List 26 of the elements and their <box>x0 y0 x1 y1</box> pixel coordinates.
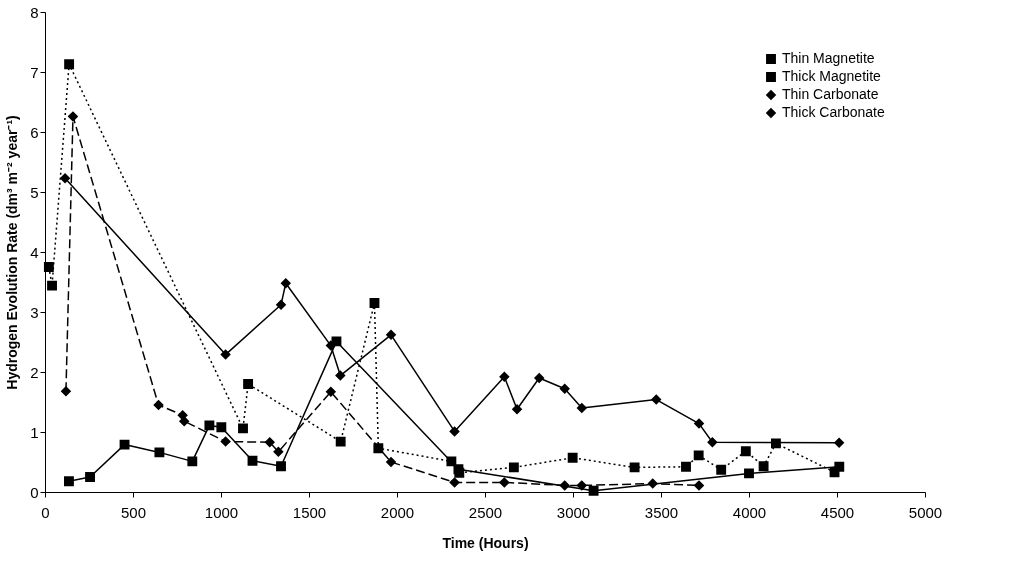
y-axis-title: Hydrogen Evolution Rate (dm³ m⁻² year⁻¹) <box>4 115 21 390</box>
x-tick-label: 2000 <box>380 503 415 521</box>
legend-label: Thin Magnetite <box>782 50 875 66</box>
x-tick-label: 5000 <box>908 503 943 521</box>
x-tick-label: 4000 <box>732 503 767 521</box>
x-tick-label: 4500 <box>820 503 855 521</box>
legend-label: Thick Carbonate <box>782 104 885 120</box>
y-tick-label: 2 <box>30 363 39 381</box>
x-tick-label: 1500 <box>292 503 327 521</box>
y-tick-label: 8 <box>30 3 39 21</box>
y-tick-label: 6 <box>30 123 39 141</box>
x-axis-title: Time (Hours) <box>442 534 529 551</box>
y-tick-label: 5 <box>30 183 39 201</box>
y-tick-label: 4 <box>30 243 39 261</box>
y-tick-label: 3 <box>30 303 39 321</box>
x-tick-label: 2500 <box>468 503 503 521</box>
legend-label: Thin Carbonate <box>782 86 879 102</box>
x-tick-label: 3000 <box>556 503 591 521</box>
y-tick-label: 0 <box>30 483 39 501</box>
x-tick-label: 0 <box>41 503 50 521</box>
x-tick-label: 1000 <box>204 503 239 521</box>
x-tick-label: 3500 <box>644 503 679 521</box>
legend-label: Thick Magnetite <box>782 68 882 84</box>
x-tick-label: 500 <box>120 503 147 521</box>
y-tick-label: 1 <box>30 423 39 441</box>
y-tick-label: 7 <box>30 63 39 81</box>
